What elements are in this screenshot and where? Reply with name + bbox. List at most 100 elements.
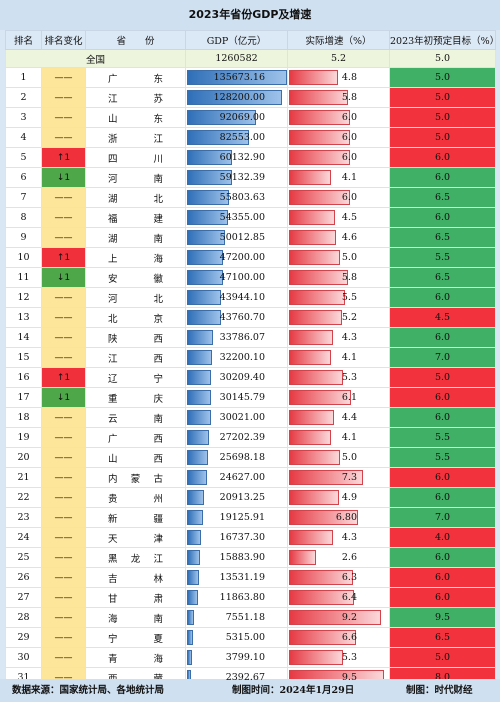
gdp-cell: 55803.63 xyxy=(185,187,288,208)
growth-bar xyxy=(289,650,343,665)
growth-value: 4.3 xyxy=(341,532,357,543)
province-name: 浙江 xyxy=(87,131,185,145)
province-name: 贵州 xyxy=(87,491,185,505)
gdp-value: 33786.07 xyxy=(219,332,265,343)
province-char: 广 xyxy=(108,433,118,445)
province-char: 州 xyxy=(153,493,163,505)
province-char: 山 xyxy=(108,453,118,465)
province-cell: 江西 xyxy=(85,347,186,368)
rank-cell: 23 xyxy=(5,507,42,528)
province-cell: 浙江 xyxy=(85,127,186,148)
growth-cell: 5.3 xyxy=(287,647,390,668)
table-row: 2 —— 江苏 128200.00 5.8 5.0 xyxy=(5,87,496,108)
gdp-value: 7551.18 xyxy=(225,612,265,623)
province-cell: 陕西 xyxy=(85,327,186,348)
gdp-bar xyxy=(187,610,195,625)
growth-value: 6.80 xyxy=(335,512,357,523)
growth-cell: 7.3 xyxy=(287,467,390,488)
province-char: 内 xyxy=(108,473,118,485)
province-char: 夏 xyxy=(153,633,163,645)
growth-value: 5.3 xyxy=(341,372,357,383)
province-char: 南 xyxy=(153,613,163,625)
col-header-target: 2023年初预定目标（%） xyxy=(389,30,499,50)
growth-bar xyxy=(289,410,335,425)
rank-cell: 8 xyxy=(5,207,42,228)
growth-bar xyxy=(289,230,337,245)
gdp-value: 135673.16 xyxy=(213,72,265,83)
gdp-value: 47200.00 xyxy=(219,252,265,263)
table-row: 23 —— 新疆 19125.91 6.80 7.0 xyxy=(5,507,496,528)
table-row: 7 —— 湖北 55803.63 6.0 6.5 xyxy=(5,187,496,208)
province-char: 甘 xyxy=(108,593,118,605)
gdp-cell: 33786.07 xyxy=(185,327,288,348)
target-cell: 4.5 xyxy=(389,307,496,328)
rank-cell: 19 xyxy=(5,427,42,448)
province-name: 山西 xyxy=(87,451,185,465)
target-cell: 7.0 xyxy=(389,347,496,368)
province-name: 湖南 xyxy=(87,231,185,245)
rank-change-cell: ↓1 xyxy=(41,387,86,408)
growth-bar xyxy=(289,370,343,385)
province-cell: 广东 xyxy=(85,67,186,88)
gdp-bar xyxy=(187,630,193,645)
growth-cell: 6.0 xyxy=(287,107,390,128)
province-cell: 吉林 xyxy=(85,567,186,588)
gdp-value: 16737.30 xyxy=(219,532,265,543)
gdp-bar xyxy=(187,210,229,225)
target-cell: 5.0 xyxy=(389,367,496,388)
gdp-value: 60132.90 xyxy=(219,152,265,163)
gdp-value: 82553.00 xyxy=(219,132,265,143)
rank-change-cell: —— xyxy=(41,447,86,468)
province-char: 建 xyxy=(153,213,163,225)
province-char: 河 xyxy=(108,173,118,185)
growth-value: 6.0 xyxy=(341,152,357,163)
growth-value: 6.0 xyxy=(341,132,357,143)
rank-change-cell: —— xyxy=(41,327,86,348)
province-char: 北 xyxy=(153,193,163,205)
rank-change-cell: —— xyxy=(41,207,86,228)
gdp-value: 11863.80 xyxy=(219,592,265,603)
growth-value: 5.2 xyxy=(341,312,357,323)
province-char: 上 xyxy=(108,253,118,265)
gdp-cell: 32200.10 xyxy=(185,347,288,368)
province-char: 河 xyxy=(108,293,118,305)
growth-value: 4.5 xyxy=(341,212,357,223)
gdp-bar xyxy=(187,170,232,185)
rank-change-cell: —— xyxy=(41,67,86,88)
rank-change-cell: ↑1 xyxy=(41,247,86,268)
gdp-value: 30021.00 xyxy=(219,412,265,423)
gdp-value: 15883.90 xyxy=(219,552,265,563)
target-cell: 6.0 xyxy=(389,587,496,608)
province-char: 陕 xyxy=(108,333,118,345)
province-char: 林 xyxy=(153,573,163,585)
gdp-value: 50012.85 xyxy=(219,232,265,243)
province-char: 南 xyxy=(153,413,163,425)
province-char: 江 xyxy=(108,353,118,365)
province-name: 广东 xyxy=(87,71,185,85)
gdp-value: 24627.00 xyxy=(219,472,265,483)
gdp-value: 59132.39 xyxy=(219,172,265,183)
target-cell: 5.5 xyxy=(389,427,496,448)
province-char: 庆 xyxy=(153,393,163,405)
footer: 数据来源：国家统计局、各地统计局 制图时间：2024年1月29日 制图：时代财经 xyxy=(0,679,500,702)
province-cell: 湖北 xyxy=(85,187,186,208)
province-char: 肃 xyxy=(153,593,163,605)
province-cell: 宁夏 xyxy=(85,627,186,648)
growth-bar xyxy=(289,430,332,445)
gdp-cell: 7551.18 xyxy=(185,607,288,628)
province-char: 辽 xyxy=(108,373,118,385)
province-cell: 山东 xyxy=(85,107,186,128)
growth-cell: 4.1 xyxy=(287,427,390,448)
growth-bar xyxy=(289,490,340,505)
province-name: 河南 xyxy=(87,171,185,185)
province-name: 安徽 xyxy=(87,271,185,285)
growth-cell: 6.0 xyxy=(287,187,390,208)
table-row: 20 —— 山西 25698.18 5.0 5.5 xyxy=(5,447,496,468)
growth-value: 5.3 xyxy=(341,652,357,663)
growth-bar xyxy=(289,150,350,165)
province-name: 天津 xyxy=(87,531,185,545)
gdp-value: 3799.10 xyxy=(225,652,265,663)
growth-cell: 4.3 xyxy=(287,527,390,548)
table-row: 9 —— 湖南 50012.85 4.6 6.5 xyxy=(5,227,496,248)
table-row: 8 —— 福建 54355.00 4.5 6.0 xyxy=(5,207,496,228)
